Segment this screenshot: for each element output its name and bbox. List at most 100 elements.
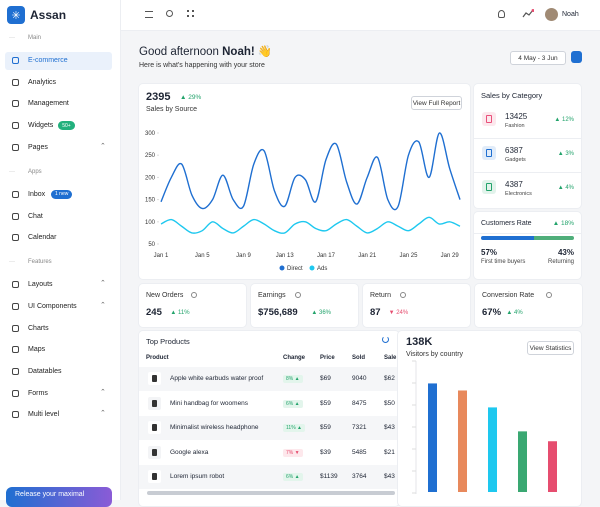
change-text: 7% bbox=[286, 449, 294, 456]
nav-label: Analytics bbox=[28, 78, 57, 86]
sales-total: 2395 bbox=[146, 91, 171, 103]
nav-item[interactable]: Charts bbox=[5, 320, 112, 338]
product-glyph bbox=[152, 375, 157, 382]
subtitle: Here is what's happening with your store bbox=[139, 62, 265, 69]
change-text: 24% bbox=[396, 310, 409, 316]
nav-icon bbox=[12, 143, 19, 151]
nav-item[interactable]: Forms ⌃ bbox=[5, 385, 112, 403]
visitors-card: 138K Visitors by country View Statistics bbox=[398, 331, 581, 506]
nav-item[interactable]: Maps bbox=[5, 341, 112, 359]
theme-icon[interactable] bbox=[498, 10, 505, 18]
y-tick-label: 200 bbox=[145, 175, 156, 181]
x-tick-label: Jan 1 bbox=[154, 253, 169, 259]
nav-item[interactable]: Chat bbox=[5, 208, 112, 226]
badge: 50+ bbox=[58, 121, 75, 131]
full-report-button[interactable]: View Full Report bbox=[411, 96, 462, 110]
change-text: 4% bbox=[565, 185, 574, 191]
stat-card: Earnings $756,689 ▲ 36% bbox=[251, 284, 358, 327]
change-arrow: ▲ bbox=[293, 474, 300, 480]
button-text: View Full Report bbox=[412, 100, 461, 107]
change-arrow: ▼ bbox=[293, 449, 300, 456]
product-glyph bbox=[152, 473, 157, 480]
nav-item[interactable]: UI Components ⌃ bbox=[5, 298, 112, 316]
change-text: 11% bbox=[286, 425, 296, 431]
stat-title: New Orders bbox=[146, 292, 184, 299]
scrollbar[interactable] bbox=[147, 491, 395, 495]
cell: $59 bbox=[320, 424, 331, 431]
date-range[interactable]: 4 May - 3 Jun bbox=[510, 51, 566, 65]
cell: 5485 bbox=[352, 448, 367, 456]
category-value: 13425 bbox=[505, 112, 528, 121]
section-label: Apps bbox=[28, 168, 42, 175]
product-name: Minimalist wireless headphone bbox=[170, 424, 259, 431]
category-value: 6387 bbox=[505, 146, 523, 155]
nav-item[interactable]: Management bbox=[5, 95, 112, 113]
nav-item[interactable]: Analytics bbox=[5, 74, 112, 92]
cell: $62 bbox=[384, 375, 395, 382]
menu-icon[interactable] bbox=[145, 11, 153, 18]
info-icon bbox=[191, 292, 197, 298]
nav-item[interactable]: E-commerce bbox=[5, 52, 112, 70]
product-glyph bbox=[152, 399, 157, 407]
y-tick-label: 250 bbox=[145, 153, 156, 159]
cell: $59 bbox=[320, 399, 331, 407]
chevron: ⌃ bbox=[100, 388, 106, 396]
change-text: 12% bbox=[561, 117, 574, 123]
refresh-button[interactable] bbox=[571, 51, 582, 63]
nav-label: Multi level bbox=[28, 411, 60, 419]
nav-label: UI Components bbox=[28, 302, 77, 310]
customers-title: Customers Rate bbox=[481, 220, 532, 227]
nav-item[interactable]: Inbox 1 new bbox=[5, 186, 112, 204]
sales-label: Sales by Source bbox=[146, 106, 197, 113]
nav-icon bbox=[12, 234, 19, 242]
stat-value: $756,689 bbox=[258, 307, 298, 318]
icon-glyph bbox=[486, 149, 492, 157]
column-header: Product bbox=[146, 355, 169, 361]
bar bbox=[458, 390, 467, 492]
y-tick-label: 100 bbox=[145, 220, 156, 226]
nav-icon bbox=[12, 122, 19, 130]
change-text: 8% bbox=[286, 376, 294, 382]
cell: $43 bbox=[384, 424, 395, 431]
nav-item[interactable]: Calendar bbox=[5, 229, 112, 247]
bar-chart bbox=[412, 360, 557, 494]
stat-card: Return 87 ▼ 24% bbox=[363, 284, 470, 327]
stat-change: ▲ 36% bbox=[311, 310, 332, 316]
refresh-icon[interactable] bbox=[382, 336, 389, 343]
divider bbox=[474, 138, 581, 139]
section-label: Features bbox=[28, 259, 52, 266]
nav-item[interactable]: Widgets 50+ bbox=[5, 117, 112, 135]
nav-item[interactable]: Layouts ⌃ bbox=[5, 276, 112, 294]
button-text: View Statistics bbox=[529, 345, 572, 352]
category-icon bbox=[482, 180, 496, 194]
nav-item[interactable]: Datatables bbox=[5, 363, 112, 381]
line-series bbox=[160, 216, 461, 234]
nav-item[interactable]: Multi level ⌃ bbox=[5, 406, 112, 424]
section-dots: ··· bbox=[9, 168, 15, 175]
nav-label: Forms bbox=[28, 389, 48, 397]
badge: 1 new bbox=[51, 189, 73, 199]
change-arrow: ▲ bbox=[295, 425, 302, 431]
apps-icon[interactable] bbox=[187, 10, 194, 17]
change-arrow: ▲ bbox=[293, 400, 300, 407]
nav-icon bbox=[12, 411, 19, 419]
change-pill: 7% ▼ bbox=[283, 448, 303, 457]
x-tick-label: Jan 9 bbox=[236, 253, 251, 259]
info-icon bbox=[295, 292, 302, 298]
greeting-name: Noah! bbox=[222, 46, 255, 58]
search-icon[interactable] bbox=[166, 10, 173, 17]
legend-marker bbox=[279, 265, 285, 271]
user-name[interactable]: Noah bbox=[562, 11, 579, 18]
activity-icon[interactable] bbox=[522, 9, 534, 19]
first-label: First time buyers bbox=[481, 259, 526, 265]
stat-change: ▲ 11% bbox=[170, 310, 190, 316]
change-text: 3% bbox=[565, 151, 574, 157]
change-text: 4% bbox=[514, 310, 523, 316]
promo[interactable]: Release your maximal bbox=[6, 487, 112, 507]
nav-item[interactable]: Pages ⌃ bbox=[5, 139, 112, 157]
cell: $39 bbox=[320, 448, 331, 456]
statistics-button[interactable]: View Statistics bbox=[527, 341, 574, 355]
x-tick-label: Jan 25 bbox=[399, 253, 418, 259]
nav-icon bbox=[12, 100, 19, 108]
avatar[interactable] bbox=[545, 8, 558, 21]
